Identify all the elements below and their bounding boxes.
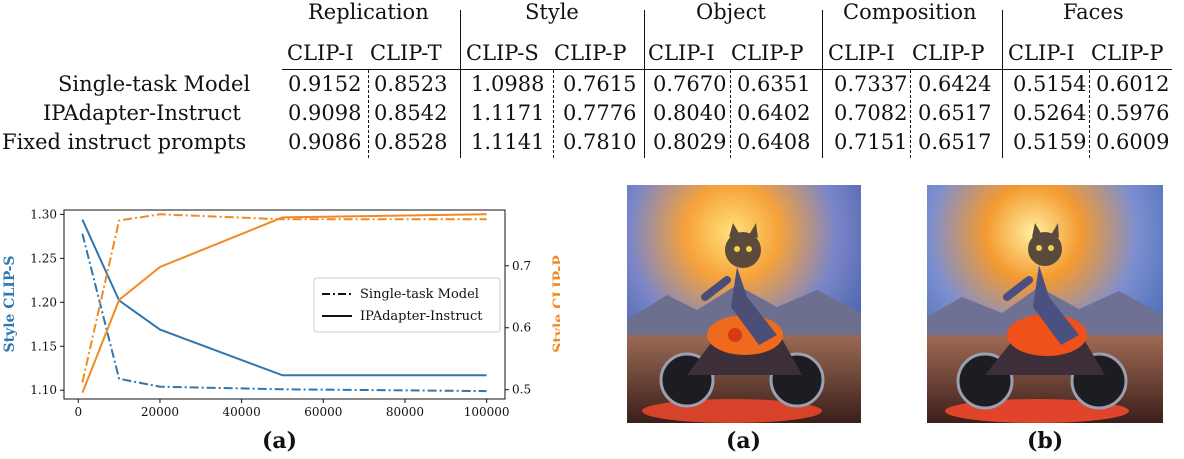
x-tick-label: 0 xyxy=(74,405,82,419)
series-line-left-single-task-model xyxy=(81,233,487,393)
chart-caption: (a) xyxy=(262,428,298,454)
table-cell: 0.7810 xyxy=(563,130,637,154)
table-cell: 0.8040 xyxy=(653,101,727,125)
x-tick-label: 60000 xyxy=(304,405,342,419)
header-rule xyxy=(282,69,1172,70)
series-line-left-ipadapter-instruct xyxy=(81,219,487,377)
subheader: CLIP-I xyxy=(648,41,715,65)
cat-motorcycle-image-a xyxy=(627,185,861,423)
x-tick-label: 100000 xyxy=(464,405,510,419)
group-header-style: Style xyxy=(525,0,579,24)
subheader: CLIP-I xyxy=(287,41,354,65)
chart-legend: Single-task Model IPAdapter-Instruct xyxy=(313,277,501,333)
results-table: Replication Style Object Composition Fac… xyxy=(0,0,1184,165)
row-label: Single-task Model xyxy=(58,72,251,96)
table-cell: 1.1141 xyxy=(471,130,545,154)
table-cell: 0.5264 xyxy=(1013,101,1087,125)
generated-image-b xyxy=(927,185,1163,423)
series-line-right-single-task-model xyxy=(81,213,487,383)
y-tick-label-left: 1.20 xyxy=(30,295,57,309)
table-cell: 1.0988 xyxy=(471,72,545,96)
group-separator xyxy=(460,10,461,158)
table-cell: 0.9152 xyxy=(288,72,362,96)
group-separator xyxy=(644,10,645,158)
table-cell: 0.6402 xyxy=(737,101,811,125)
group-header-composition: Composition xyxy=(843,0,977,24)
column-separator xyxy=(730,70,731,158)
legend-label: IPAdapter-Instruct xyxy=(360,309,483,324)
y-tick-label-left: 1.10 xyxy=(30,383,57,397)
table-cell: 0.5976 xyxy=(1096,101,1170,125)
table-cell: 0.8523 xyxy=(374,72,448,96)
table-cell: 0.7776 xyxy=(563,101,637,125)
table-cell: 1.1171 xyxy=(471,101,545,125)
cat-motorcycle-image-b xyxy=(927,185,1163,423)
table-cell: 0.7670 xyxy=(653,72,727,96)
y-tick-label-right: 0.7 xyxy=(512,259,531,273)
table-cell: 0.9098 xyxy=(288,101,362,125)
table-cell: 0.6424 xyxy=(918,72,992,96)
column-separator xyxy=(910,70,911,158)
subheader: CLIP-T xyxy=(370,41,442,65)
table-cell: 0.8528 xyxy=(374,130,448,154)
table-cell: 0.8029 xyxy=(653,130,727,154)
table-cell: 0.6351 xyxy=(737,72,811,96)
y-axis-label-right: Style CLIP-P xyxy=(551,255,560,353)
table-cell: 0.6517 xyxy=(918,101,992,125)
y-tick-label-left: 1.30 xyxy=(30,207,57,221)
subheader: CLIP-P xyxy=(912,41,985,65)
plot-frame xyxy=(63,209,506,400)
y-tick-label-left: 1.25 xyxy=(30,251,57,265)
table-cell: 0.7151 xyxy=(834,130,908,154)
y-tick-label-right: 0.5 xyxy=(512,383,531,397)
subheader: CLIP-S xyxy=(466,41,539,65)
table-cell: 0.6517 xyxy=(918,130,992,154)
table-cell: 0.5159 xyxy=(1013,130,1087,154)
subheader: CLIP-P xyxy=(554,41,627,65)
group-separator xyxy=(822,10,823,158)
y-tick-label-right: 0.6 xyxy=(512,321,531,335)
x-tick-label: 40000 xyxy=(223,405,261,419)
group-header-faces: Faces xyxy=(1063,0,1124,24)
y-axis-label-left: Style CLIP-S xyxy=(2,255,18,352)
group-header-replication: Replication xyxy=(308,0,429,24)
y-tick-label-left: 1.15 xyxy=(30,339,57,353)
table-cell: 0.6408 xyxy=(737,130,811,154)
subheader: CLIP-P xyxy=(731,41,804,65)
clip-scores-chart: 0 20000 40000 60000 80000 100000 1.10 1.15 1.20 1… xyxy=(2,207,560,419)
image-a-caption: (a) xyxy=(726,428,762,454)
group-separator xyxy=(1002,10,1003,158)
series-line-right-ipadapter-instruct xyxy=(81,213,487,394)
table-cell: 0.7615 xyxy=(563,72,637,96)
table-cell: 0.8542 xyxy=(374,101,448,125)
column-separator xyxy=(1089,70,1090,158)
row-label: IPAdapter-Instruct xyxy=(43,101,241,125)
table-cell: 0.7337 xyxy=(834,72,908,96)
column-separator xyxy=(368,70,369,158)
image-b-caption: (b) xyxy=(1027,428,1064,454)
legend-label: Single-task Model xyxy=(360,287,479,302)
table-cell: 0.7082 xyxy=(834,101,908,125)
subheader: CLIP-I xyxy=(828,41,895,65)
table-cell: 0.6012 xyxy=(1096,72,1170,96)
row-label: Fixed instruct prompts xyxy=(2,130,247,154)
table-cell: 0.6009 xyxy=(1096,130,1170,154)
x-tick-label: 20000 xyxy=(141,405,179,419)
subheader: CLIP-I xyxy=(1008,41,1075,65)
generated-image-a xyxy=(627,185,861,423)
table-cell: 0.5154 xyxy=(1013,72,1087,96)
x-tick-label: 80000 xyxy=(386,405,424,419)
column-separator xyxy=(553,70,554,158)
group-header-object: Object xyxy=(696,0,766,24)
table-cell: 0.9086 xyxy=(288,130,362,154)
subheader: CLIP-P xyxy=(1091,41,1164,65)
